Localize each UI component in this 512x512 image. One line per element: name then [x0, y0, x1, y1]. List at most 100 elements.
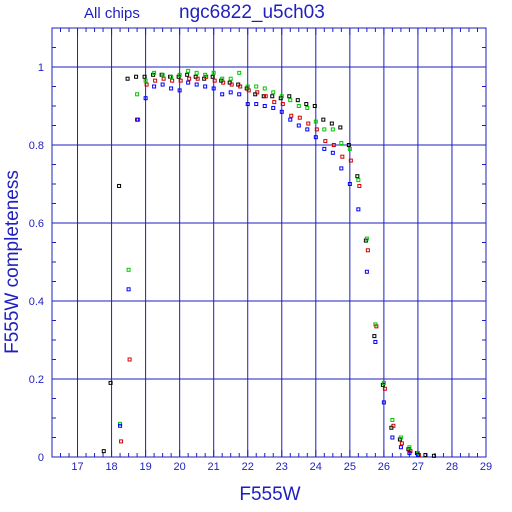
- y-tick-label: 0.6: [29, 218, 44, 230]
- y-tick-label: 0: [38, 452, 44, 464]
- data-point: [228, 90, 233, 95]
- tick-layer: [51, 27, 487, 458]
- data-point: [287, 94, 292, 99]
- data-point: [160, 82, 165, 87]
- data-point: [390, 435, 395, 440]
- data-point: [186, 80, 191, 85]
- data-point: [355, 174, 360, 179]
- x-tick-label: 23: [276, 461, 288, 473]
- data-point: [339, 166, 344, 171]
- data-point: [312, 104, 317, 108]
- data-point: [356, 207, 361, 212]
- subtitle-all-chips: All chips: [84, 5, 140, 22]
- data-point: [142, 74, 147, 79]
- data-point: [134, 74, 139, 79]
- y-axis-title: F555W completeness: [2, 170, 23, 354]
- data-point: [272, 100, 277, 105]
- data-point: [288, 117, 293, 122]
- data-point: [271, 90, 276, 95]
- data-point: [305, 105, 310, 110]
- data-point: [288, 98, 293, 103]
- data-point: [431, 453, 436, 458]
- data-point: [221, 80, 226, 85]
- data-point: [152, 70, 157, 75]
- data-point: [390, 417, 395, 422]
- data-point: [381, 400, 386, 405]
- data-point: [321, 117, 326, 122]
- data-point: [220, 76, 225, 81]
- data-point: [127, 357, 132, 362]
- data-point: [338, 125, 343, 130]
- data-point: [203, 72, 208, 77]
- y-tick-label: 0.8: [29, 140, 44, 152]
- data-point: [177, 72, 182, 77]
- data-point: [407, 445, 412, 450]
- x-tick-label: 29: [480, 461, 492, 473]
- data-point: [228, 76, 233, 81]
- data-point: [423, 453, 428, 458]
- y-tick-label: 1: [38, 62, 44, 74]
- data-point: [398, 445, 403, 450]
- data-point: [340, 154, 345, 159]
- data-point: [210, 74, 215, 79]
- data-point: [220, 92, 225, 97]
- data-point: [101, 449, 106, 454]
- data-point: [229, 82, 234, 87]
- x-tick-label: 18: [105, 461, 117, 473]
- data-point: [297, 115, 302, 120]
- data-point: [203, 84, 208, 89]
- data-point: [211, 70, 216, 75]
- data-point: [280, 102, 285, 107]
- data-point: [415, 453, 420, 458]
- data-point: [143, 96, 148, 101]
- x-tick-label: 17: [71, 461, 83, 473]
- data-point: [346, 143, 351, 147]
- plot-frame: [51, 27, 487, 458]
- data-point: [331, 143, 336, 147]
- x-axis-title: F555W: [239, 484, 300, 505]
- data-point: [295, 98, 300, 103]
- data-point: [135, 117, 140, 122]
- data-point: [161, 76, 166, 81]
- data-point: [126, 287, 131, 292]
- data-point: [255, 90, 260, 95]
- data-point: [194, 70, 199, 75]
- data-point: [339, 141, 344, 146]
- data-point: [153, 78, 158, 83]
- data-point: [178, 78, 183, 83]
- data-point: [246, 88, 251, 93]
- data-point: [143, 78, 148, 83]
- data-point: [279, 94, 284, 99]
- data-point: [364, 269, 369, 274]
- data-point: [152, 84, 157, 89]
- data-point: [347, 182, 352, 186]
- data-point: [322, 127, 327, 132]
- data-point: [373, 339, 378, 344]
- data-point: [398, 435, 403, 440]
- x-tick-label: 20: [174, 461, 186, 473]
- data-point: [306, 121, 311, 126]
- data-point: [238, 84, 243, 89]
- data-point: [329, 121, 334, 126]
- data-point: [118, 423, 123, 428]
- data-point: [108, 380, 113, 385]
- data-point: [296, 123, 301, 128]
- data-point: [237, 70, 242, 75]
- data-point: [262, 86, 267, 91]
- data-point: [144, 82, 149, 87]
- data-point: [263, 94, 268, 99]
- data-point: [254, 84, 259, 89]
- data-point: [194, 82, 199, 87]
- data-point: [289, 113, 294, 118]
- data-point: [373, 322, 378, 327]
- data-point: [177, 88, 182, 93]
- data-point: [169, 74, 174, 79]
- data-point: [245, 102, 250, 107]
- data-point: [254, 102, 259, 107]
- data-point: [271, 105, 276, 110]
- x-tick-label: 26: [378, 461, 390, 473]
- data-point: [348, 158, 353, 163]
- data-point: [211, 86, 216, 91]
- data-point: [382, 386, 387, 391]
